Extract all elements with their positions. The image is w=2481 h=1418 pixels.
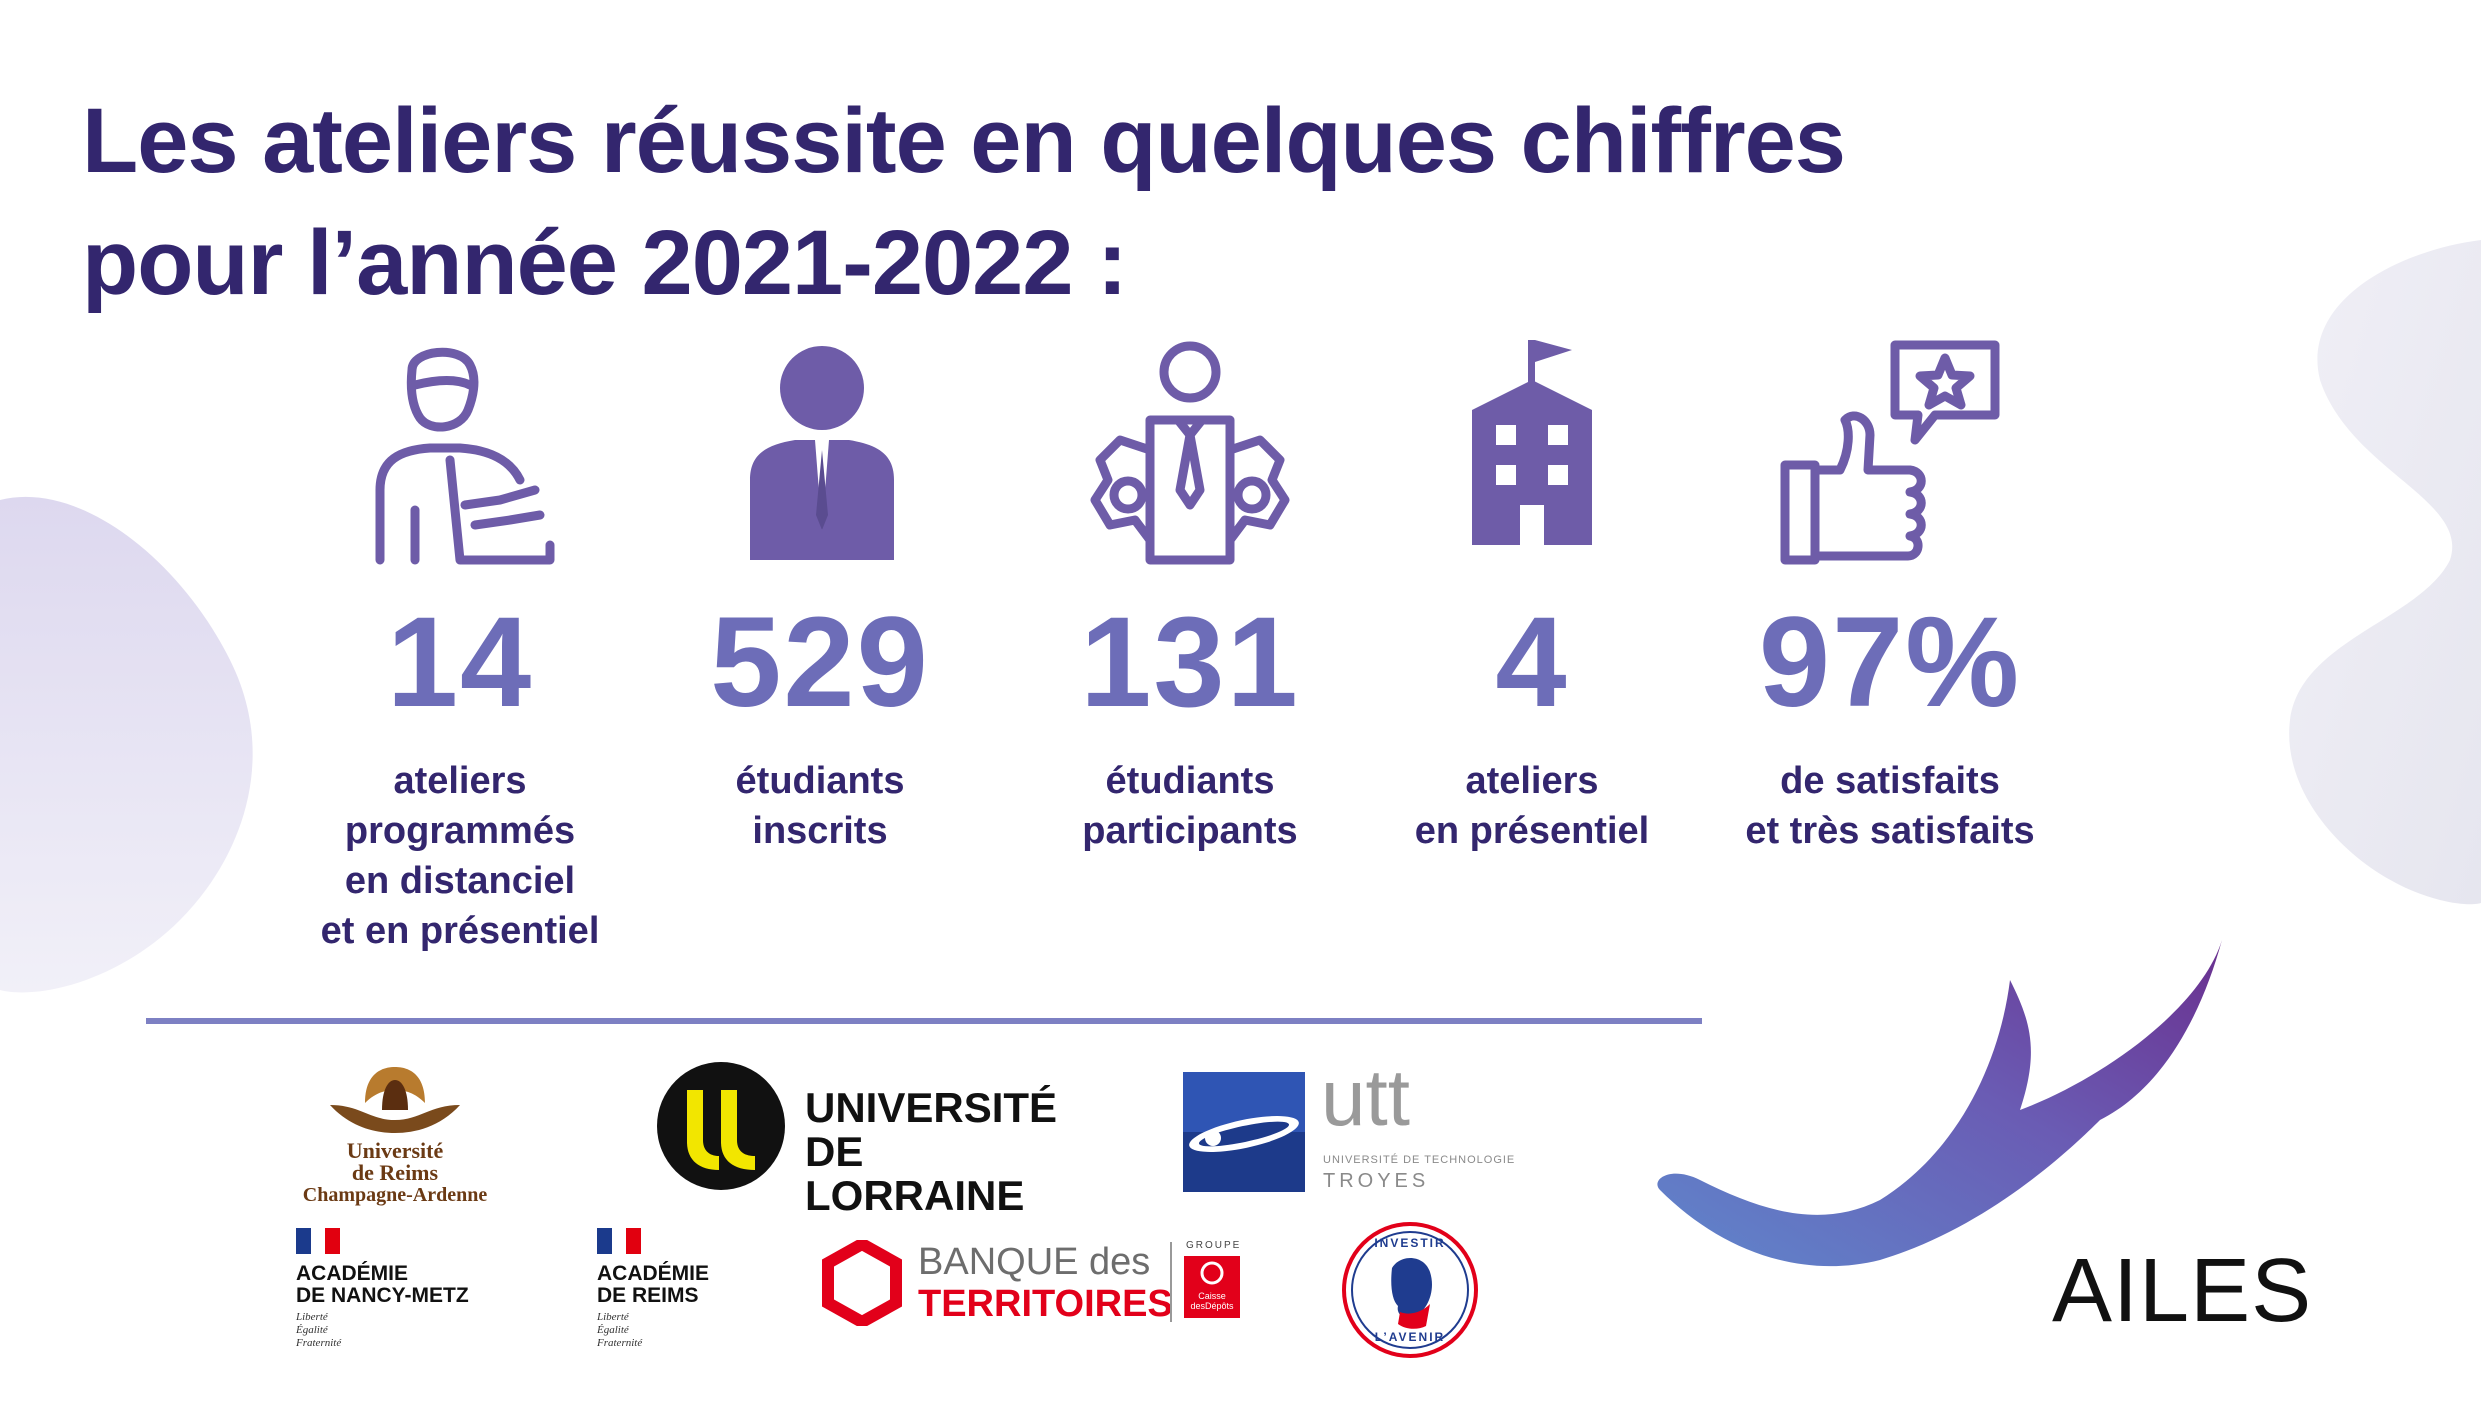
banque-line-2: TERRITOIRES — [918, 1283, 1173, 1325]
teacher-laptop-icon — [375, 347, 555, 565]
investir-seal-icon — [1342, 1222, 1478, 1358]
cdc-text: Caisse desDépôts — [1184, 1291, 1240, 1311]
academie-reims-logo: ACADÉMIE DE REIMS Liberté Égalité Frater… — [597, 1228, 757, 1350]
participant-gears-icon — [1090, 341, 1290, 565]
student-icon — [750, 346, 894, 560]
stat-label-line: et en présentiel — [320, 910, 600, 952]
page-title: Les ateliers réussite en quelques chiffr… — [82, 80, 1846, 324]
banque-line-1: BANQUE des — [918, 1242, 1150, 1282]
motto-line: Fraternité — [597, 1337, 643, 1349]
motto-line: Liberté — [296, 1311, 328, 1323]
urca-line: Champagne-Ardenne — [302, 1184, 488, 1206]
urca-name: Université de Reims Champagne-Ardenne — [270, 1138, 520, 1207]
cdc-line: Caisse — [1198, 1291, 1226, 1301]
banque-territoires-logo: BANQUE des TERRITOIRES GROUPE Caisse des… — [822, 1240, 1262, 1340]
thumbs-up-star-icon — [1780, 340, 2000, 565]
academie-line: ACADÉMIE — [597, 1262, 710, 1285]
left-blob — [0, 496, 253, 993]
stat-label-line: inscrits — [752, 810, 888, 852]
stat-value: 529 — [710, 591, 930, 734]
divider — [146, 1018, 1702, 1024]
utt-name: utt — [1321, 1053, 1410, 1142]
stat-students-participating: 131 étudiants participants — [990, 340, 1390, 856]
urca-emblem-icon — [330, 1067, 460, 1133]
stat-value: 14 — [386, 591, 534, 734]
academie-nancy-metz-logo: ACADÉMIE DE NANCY-METZ Liberté Égalité F… — [296, 1228, 516, 1350]
cdc-emblem-icon — [1200, 1261, 1224, 1285]
motto-line: Liberté — [597, 1311, 629, 1323]
stat-label: ateliers en présentiel — [1332, 756, 1732, 856]
stat-label-line: de satisfaits — [1780, 760, 2000, 802]
motto-line: Fraternité — [296, 1337, 342, 1349]
stat-label-line: en distanciel — [344, 860, 576, 902]
hexagon-icon — [822, 1240, 902, 1326]
stat-label-line: participants — [1082, 810, 1298, 852]
stat-workshops-in-person: 4 ateliers en présentiel — [1332, 340, 1732, 856]
utt-emblem-icon — [1183, 1072, 1305, 1192]
stat-label-line: étudiants — [1105, 760, 1275, 802]
academie-line: DE REIMS — [597, 1284, 699, 1307]
stat-label: de satisfaits et très satisfaits — [1690, 756, 2090, 856]
cdc-logo: Caisse desDépôts — [1184, 1256, 1240, 1318]
stat-label-line: programmés — [344, 810, 576, 852]
stat-value: 97% — [1758, 591, 2022, 734]
lorraine-line: UNIVERSITÉ — [805, 1084, 1058, 1131]
marianne-flag-icon — [296, 1228, 340, 1254]
motto-line: Égalité — [296, 1324, 328, 1336]
academie-line: DE NANCY-METZ — [296, 1284, 469, 1307]
stat-workshops-programmed: 14 ateliers programmés en distanciel et … — [260, 340, 660, 956]
right-blob — [2289, 240, 2481, 905]
lorraine-line: DE LORRAINE — [805, 1128, 1025, 1219]
banque-word: des — [1078, 1241, 1151, 1283]
urca-line: de Reims — [351, 1160, 439, 1185]
cdc-line: desDépôts — [1190, 1301, 1234, 1311]
lorraine-emblem-icon — [657, 1062, 785, 1190]
stat-label-line: en présentiel — [1414, 810, 1650, 852]
title-line-1: Les ateliers réussite en quelques chiffr… — [82, 90, 1846, 192]
academie-line: ACADÉMIE — [296, 1262, 409, 1285]
urca-logo: Université de Reims Champagne-Ardenne — [270, 1065, 520, 1206]
stat-label-line: étudiants — [735, 760, 905, 802]
stat-label-line: et très satisfaits — [1745, 810, 2035, 852]
utt-subtitle: UNIVERSITÉ DE TECHNOLOGIE — [1323, 1154, 1516, 1166]
stat-students-registered: 529 étudiants inscrits — [620, 340, 1020, 856]
banque-separator — [1170, 1242, 1172, 1322]
stat-label-line: ateliers — [393, 760, 527, 802]
school-building-icon — [1472, 340, 1592, 545]
investir-bottom-text: L’AVENIR — [1374, 1330, 1446, 1344]
ailes-swoosh — [1657, 940, 2222, 1267]
title-line-2: pour l’année 2021-2022 : — [82, 212, 1128, 314]
utt-logo: utt UNIVERSITÉ DE TECHNOLOGIE TROYES — [1183, 1058, 1543, 1192]
stat-label-line: ateliers — [1465, 760, 1599, 802]
investir-avenir-logo: INVESTIR L’AVENIR — [1340, 1220, 1480, 1360]
stat-label: étudiants participants — [990, 756, 1390, 856]
lorraine-logo: UNIVERSITÉ DE LORRAINE — [655, 1060, 1057, 1218]
groupe-label: GROUPE — [1186, 1240, 1242, 1251]
stat-value: 4 — [1495, 591, 1569, 734]
stat-label: étudiants inscrits — [620, 756, 1020, 856]
utt-city: TROYES — [1323, 1170, 1430, 1192]
stat-label: ateliers programmés en distanciel et en … — [260, 756, 660, 956]
lorraine-name: UNIVERSITÉ DE LORRAINE — [805, 1086, 1057, 1218]
marianne-flag-icon — [597, 1228, 641, 1254]
stat-value: 131 — [1080, 591, 1300, 734]
banque-word: BANQUE — [918, 1241, 1079, 1283]
stat-satisfaction: 97% de satisfaits et très satisfaits — [1690, 340, 2090, 856]
motto-line: Égalité — [597, 1324, 629, 1336]
ailes-wordmark: AILES — [2052, 1241, 2313, 1341]
investir-top-text: INVESTIR — [1374, 1236, 1446, 1250]
urca-line: Université — [346, 1138, 444, 1163]
